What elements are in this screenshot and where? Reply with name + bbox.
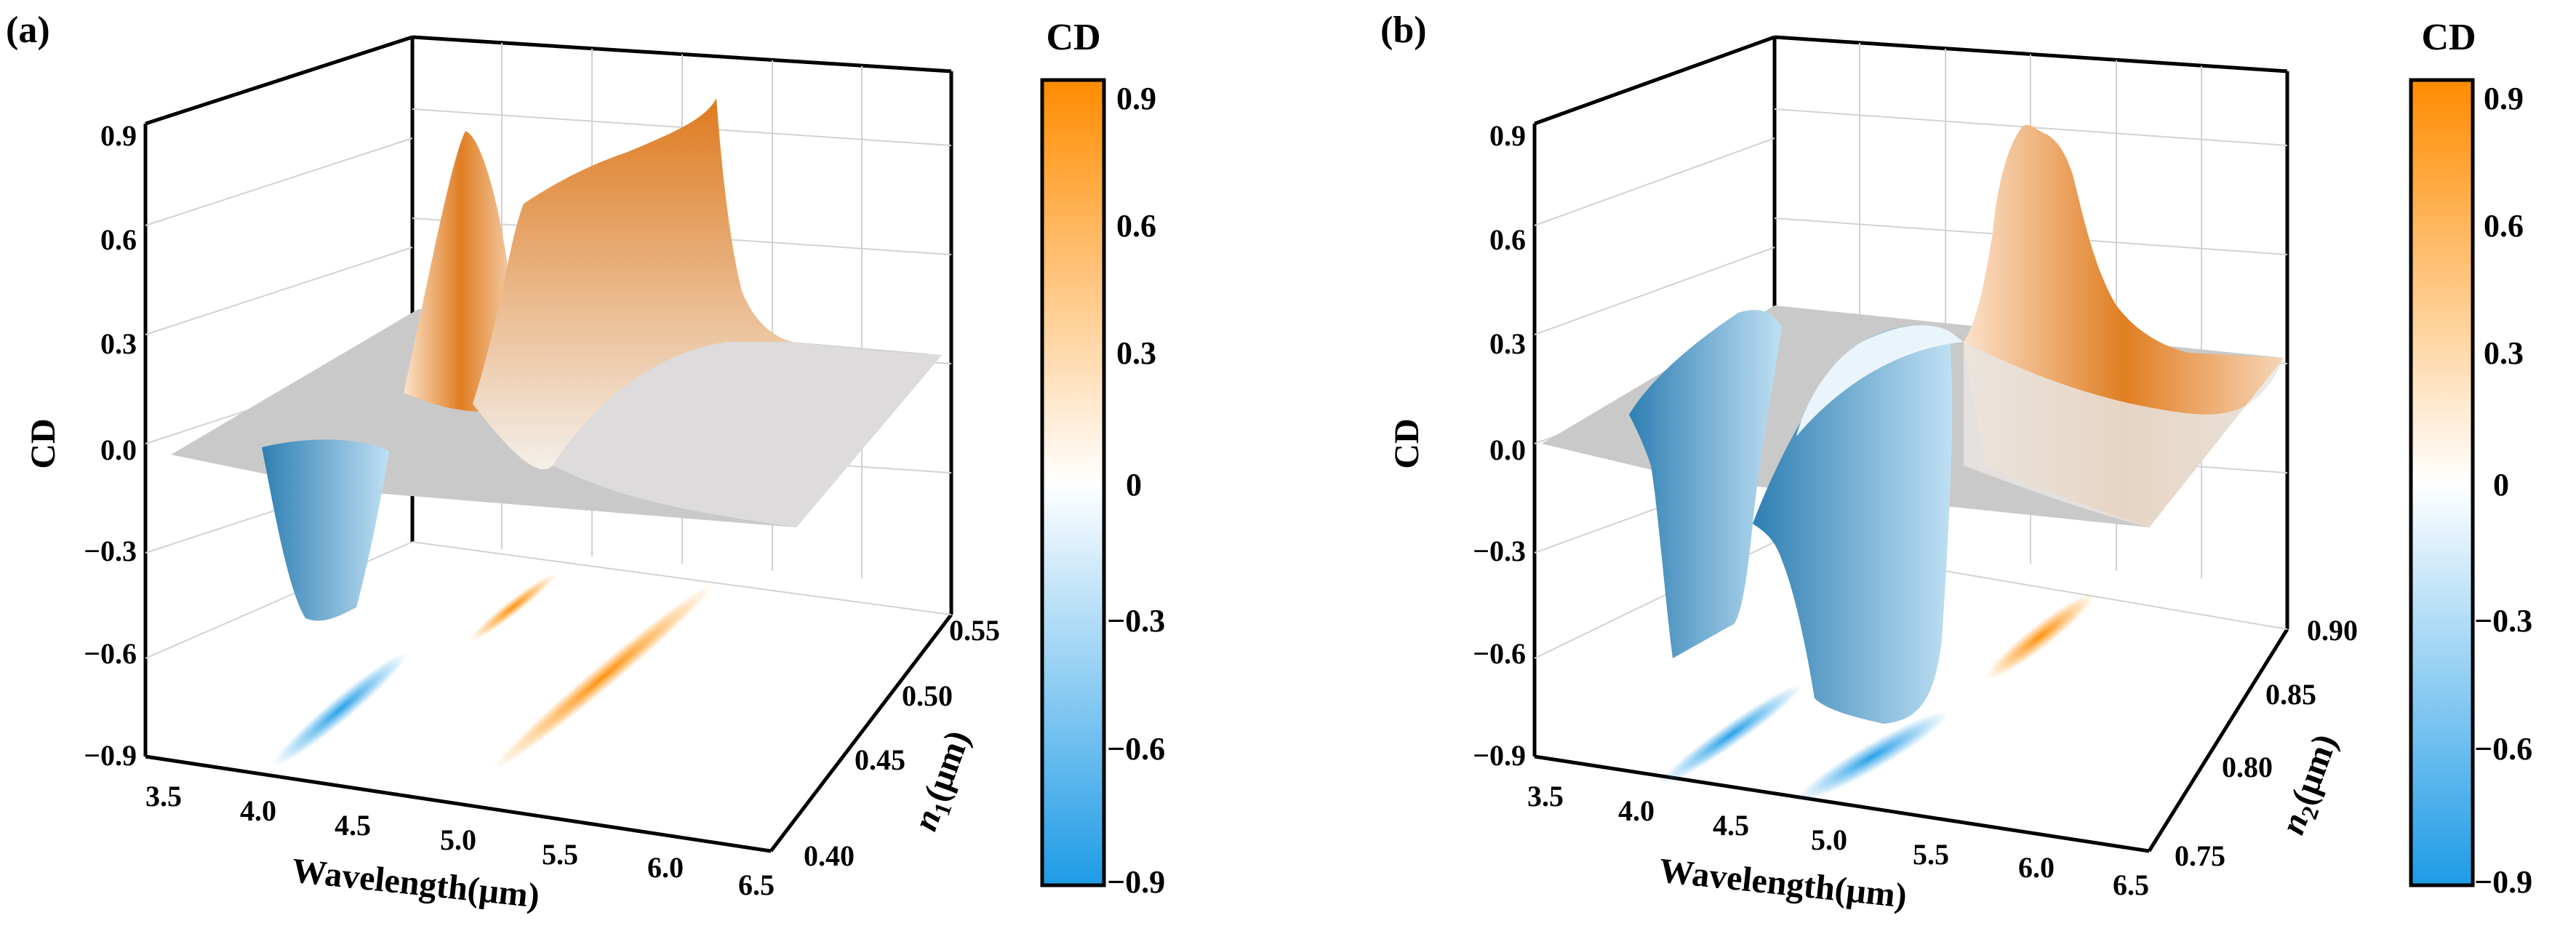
- x-tick-label: 5.5: [1913, 838, 1949, 871]
- colorbar-tick: −0.3: [2474, 603, 2532, 639]
- panel-b-axes-box: [1532, 35, 2289, 853]
- y-tick-label: 0.85: [2265, 678, 2316, 711]
- colorbar-tick: 0.9: [1116, 81, 1156, 116]
- panel-a-y-ticks: 0.40 0.45 0.50 0.55: [804, 614, 1000, 872]
- x-tick-label: 5.0: [1811, 823, 1847, 856]
- colorbar-tick: −0.3: [1107, 603, 1165, 639]
- y-tick-label: 0.55: [949, 614, 1000, 647]
- panel-a-axes-box: [143, 35, 953, 853]
- floor-blue-band-2: [1796, 711, 1949, 802]
- z-tick-label: 0.0: [100, 434, 137, 466]
- x-axis-title: Wavelength(μm): [290, 851, 542, 915]
- z-tick-label: −0.3: [84, 535, 137, 567]
- x-tick-label: 4.0: [240, 794, 276, 827]
- x-tick-label: 6.0: [2018, 851, 2055, 884]
- z-tick-label: 0.3: [100, 327, 137, 360]
- panel-b-surface: [1542, 124, 2284, 725]
- x-tick-label: 4.5: [335, 809, 371, 842]
- x-tick-label: 4.0: [1618, 794, 1655, 827]
- panel-a-z-ticks: −0.9 −0.6 −0.3 0.0 0.3 0.6 0.9: [84, 119, 137, 772]
- y-tick-label: 0.90: [2307, 614, 2358, 647]
- y-tick-label: 0.40: [804, 839, 855, 872]
- colorbar-tick: −0.9: [1107, 864, 1165, 900]
- y-axis-title: n1(μm): [906, 725, 982, 837]
- floor-blue-band: [273, 652, 408, 767]
- colorbar-gradient: [1040, 78, 1106, 887]
- floor-blue-band-1: [1659, 684, 1803, 786]
- panel-a: (a): [6, 9, 1165, 916]
- colorbar-tick: 0.6: [2484, 208, 2524, 244]
- x-tick-label: 3.5: [145, 780, 182, 813]
- x-tick-label: 6.0: [647, 851, 684, 884]
- surface-peak-tail: [553, 342, 942, 527]
- panel-b-label: (b): [1380, 9, 1427, 51]
- surface-peak-tail: [1964, 342, 2284, 527]
- colorbar-tick: 0: [1126, 467, 1142, 503]
- z-tick-label: −0.9: [84, 739, 137, 772]
- y-axis-title: n2(μm): [2273, 729, 2349, 840]
- colorbar-tick: −0.6: [1107, 731, 1165, 767]
- colorbar-tick: −0.9: [2474, 864, 2532, 900]
- panel-a-colorbar: CD 0.9 0.6 0.3 0 −0.3 −0.6 −0.9: [1040, 17, 1165, 900]
- floor-orange-band: [1985, 593, 2095, 680]
- colorbar-tick: 0.3: [2484, 335, 2524, 371]
- x-tick-label: 5.0: [440, 823, 476, 856]
- colorbar-tick: 0.6: [1116, 208, 1156, 244]
- z-tick-label: 0.9: [1489, 119, 1526, 152]
- surface-negative-dip: [262, 439, 389, 621]
- colorbar-tick: 0: [2493, 467, 2509, 503]
- panel-a-label: (a): [6, 9, 50, 51]
- z-tick-label: −0.3: [1473, 535, 1526, 567]
- x-tick-label: 3.5: [1527, 780, 1564, 813]
- panel-b-floor-projection: [1659, 593, 2095, 802]
- surface-peak-long: [473, 98, 793, 470]
- colorbar-gradient: [2409, 78, 2475, 887]
- colorbar-title: CD: [1046, 17, 1100, 58]
- z-axis-title: CD: [1388, 418, 1426, 468]
- z-tick-label: 0.6: [1489, 223, 1526, 256]
- panel-a-surface: [171, 98, 942, 621]
- panel-b: (b): [1380, 9, 2532, 916]
- colorbar-tick: 0.3: [1116, 335, 1156, 371]
- floor-orange-band-long: [492, 582, 716, 771]
- floor-orange-band-short: [469, 573, 556, 642]
- z-tick-label: 0.0: [1489, 434, 1526, 466]
- panel-a-x-ticks: 3.5 4.0 4.5 5.0 5.5 6.0 6.5: [145, 780, 775, 901]
- z-tick-label: 0.9: [100, 119, 137, 152]
- y-tick-label: 0.50: [902, 679, 953, 712]
- panel-b-colorbar: CD 0.9 0.6 0.3 0 −0.3 −0.6 −0.9: [2409, 17, 2532, 900]
- x-tick-label: 6.5: [2113, 869, 2149, 901]
- z-tick-label: 0.6: [100, 223, 137, 256]
- x-tick-label: 4.5: [1713, 809, 1749, 842]
- panel-b-x-ticks: 3.5 4.0 4.5 5.0 5.5 6.0 6.5: [1527, 780, 2149, 901]
- panel-b-y-ticks: 0.75 0.80 0.85 0.90: [2175, 614, 2358, 872]
- colorbar-tick: 0.9: [2484, 81, 2524, 116]
- x-tick-label: 5.5: [542, 838, 578, 871]
- surface-dip-rim: [1796, 325, 1964, 436]
- colorbar-tick: −0.6: [2474, 731, 2532, 767]
- z-tick-label: −0.6: [1473, 637, 1526, 670]
- x-axis-title: Wavelength(μm): [1657, 851, 1909, 915]
- z-axis-title: CD: [24, 418, 63, 468]
- z-tick-label: −0.9: [1473, 739, 1526, 772]
- colorbar-title: CD: [2421, 17, 2476, 58]
- panel-b-z-ticks: −0.9 −0.6 −0.3 0.0 0.3 0.6 0.9: [1473, 119, 1526, 772]
- panel-a-floor-projection: [273, 573, 716, 771]
- y-tick-label: 0.80: [2222, 751, 2273, 783]
- z-tick-label: 0.3: [1489, 327, 1526, 360]
- y-tick-label: 0.45: [855, 743, 905, 776]
- surface-negative-dip-1: [1629, 310, 1782, 658]
- surface-peak-short: [404, 131, 518, 412]
- z-tick-label: −0.6: [84, 637, 137, 670]
- x-tick-label: 6.5: [738, 869, 775, 901]
- y-tick-label: 0.75: [2175, 839, 2225, 872]
